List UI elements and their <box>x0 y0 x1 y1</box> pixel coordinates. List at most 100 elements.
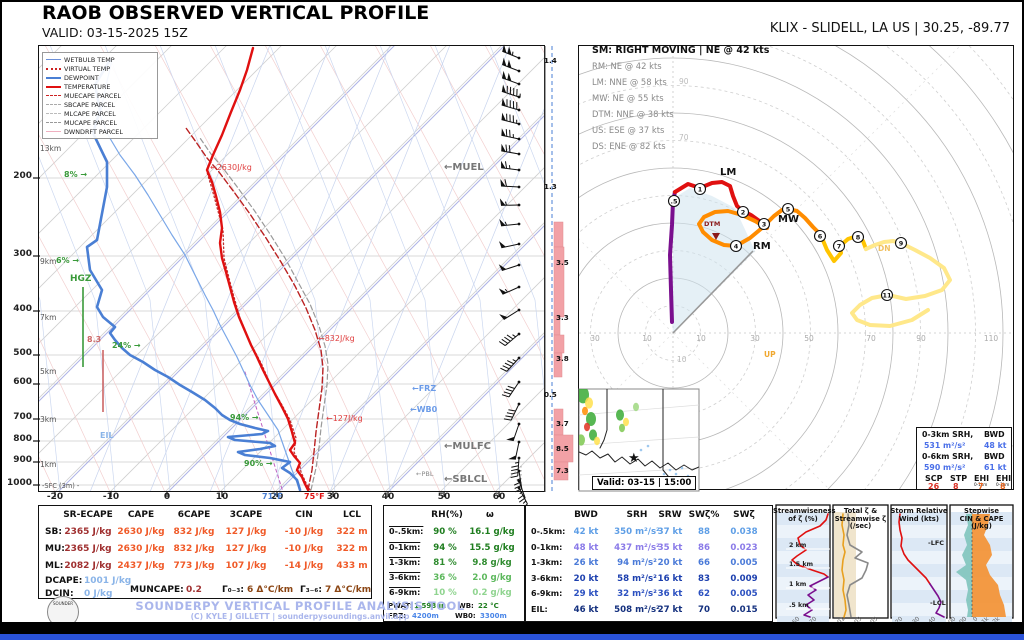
panel-band <box>892 603 946 616</box>
muncape-label: MUNCAPE: <box>130 585 184 595</box>
storm-vector-item: LM: NNE @ 58 kts <box>592 77 667 87</box>
panel-band <box>777 538 829 551</box>
storm-vector-item: RM: NE @ 42 kts <box>592 61 662 71</box>
isotherm-line <box>220 167 544 491</box>
aux-bar <box>553 221 564 248</box>
thermo-value: 2630 J/kg <box>117 544 165 554</box>
mixing-ratio-line <box>210 46 390 491</box>
panel-xtick: 1k <box>980 615 990 625</box>
srh-box-item: 61 kt <box>984 463 1007 472</box>
streamwise-zeta-line <box>841 513 847 618</box>
radar-echo <box>594 436 600 446</box>
hodo-km-marker <box>667 194 681 208</box>
kinematics-header: BWD <box>574 510 598 520</box>
moist-adiabat <box>39 156 116 491</box>
storm-vector-item: DS: ENE @ 82 kts <box>592 141 666 151</box>
dry-adiabat <box>210 46 440 491</box>
radar-echo <box>619 423 625 433</box>
kinematics-value: 46 kt <box>573 605 599 615</box>
wb0-label: WB0: <box>455 612 476 620</box>
thermo-value: 832 J/kg <box>173 527 215 537</box>
legend-label: TEMPERATURE <box>64 82 111 91</box>
srh-box-item: EHI <box>996 474 1012 483</box>
panel-title: Wind (kts) <box>899 514 939 523</box>
moist-adiabat <box>380 46 501 491</box>
hodo-ring-label: 70 <box>679 133 689 142</box>
isotherm-line <box>330 277 544 491</box>
hodo-km-marker <box>813 229 827 243</box>
station-info: KLIX - SLIDELL, LA US | 30.25, -89.77 <box>769 21 1010 36</box>
isotherm-line <box>39 46 447 454</box>
legend-swatch <box>46 59 61 60</box>
panel-ytick: 2 km <box>789 542 807 549</box>
hodo-km-marker-text: 4 <box>734 243 739 251</box>
dry-adiabat <box>320 46 544 480</box>
panel-band <box>777 577 829 590</box>
srw-purple <box>929 583 945 618</box>
panel-xtick: .05 <box>868 615 880 627</box>
moisture-header: RH(%) <box>431 510 463 520</box>
thermo-table <box>38 505 372 599</box>
legend-item: SBCAPE PARCEL <box>46 100 154 109</box>
kinematics-value: 94 m²/s² <box>617 558 657 568</box>
kinematics-value: 0.038 <box>730 527 758 537</box>
dry-adiabat <box>485 46 544 155</box>
panel-xtick: 70 <box>808 615 818 625</box>
legend-item: DEWPOINT <box>46 73 154 82</box>
panel-xtick: 40 <box>927 615 937 625</box>
mixing-ratio-line <box>330 46 510 491</box>
hodo-km-marker <box>851 230 865 244</box>
hodo-ring-label: 10 <box>642 334 652 343</box>
panel-band <box>777 512 829 525</box>
radar-speckle <box>646 444 650 448</box>
hodo-km-marker-text: 9 <box>899 240 904 248</box>
kinematics-value: 42 kt <box>573 527 599 537</box>
thermo-value: 127 J/kg <box>225 527 267 537</box>
hodo-km-marker <box>894 236 908 250</box>
hodo-km-marker <box>781 202 795 216</box>
kinematics-value: 36 kt <box>657 589 683 599</box>
pressure-tick-label: 900 <box>13 455 32 465</box>
isotherm-line <box>165 112 544 491</box>
kinematics-value: 37 kt <box>657 527 683 537</box>
radar-echo <box>586 412 596 426</box>
thermo-row-label: SB: <box>45 527 62 537</box>
wind-barb <box>501 112 521 126</box>
dry-adiabat <box>265 46 495 491</box>
kinematics-value: 0.015 <box>730 605 758 615</box>
dewpoint-line <box>85 58 302 491</box>
radar-echo <box>582 406 588 416</box>
sbcape-parcel-line <box>199 137 329 491</box>
downshear-label: DN <box>878 244 891 253</box>
srw-red <box>898 513 931 585</box>
bottom-blue-bar <box>0 634 1024 640</box>
hodo-km-marker-text: 5 <box>786 206 791 214</box>
mulfc-label: ←MULFC <box>444 441 491 452</box>
hodo-km-marker-text: 11 <box>882 292 892 300</box>
kinematics-table <box>525 505 773 622</box>
wb0-label: ←WB0 <box>410 405 438 414</box>
wind-barb <box>501 143 521 156</box>
radar-echo <box>623 417 629 427</box>
temp-tick-label: 30 <box>326 492 340 502</box>
hodo-km-marker-text: 1 <box>698 186 703 194</box>
kinematics-value: 0.005 <box>730 589 758 599</box>
legend-label: SBCAPE PARCEL <box>64 100 116 109</box>
wb0-value: 3300m <box>480 612 507 620</box>
bottom-black-bar <box>0 622 1024 634</box>
radar-echo <box>584 422 590 432</box>
aux-value: 1.4 <box>544 56 557 65</box>
kinematics-value: 35 kt <box>657 543 683 553</box>
panel-band <box>892 590 946 603</box>
legend-label: DEWPOINT <box>64 73 99 82</box>
moist-adiabat <box>325 46 446 491</box>
kinematics-header: SWζ <box>733 510 755 520</box>
srh-box-item: 0-1km <box>974 482 988 487</box>
kinematics-header: SRH <box>626 510 648 520</box>
upshear-label: UP <box>764 350 776 359</box>
panel-band <box>892 538 946 551</box>
thermo-value: 773 J/kg <box>173 561 215 571</box>
panel-band <box>777 551 829 564</box>
thermo-value: 127 J/kg <box>225 544 267 554</box>
aux-value: 3.5 <box>556 258 569 267</box>
